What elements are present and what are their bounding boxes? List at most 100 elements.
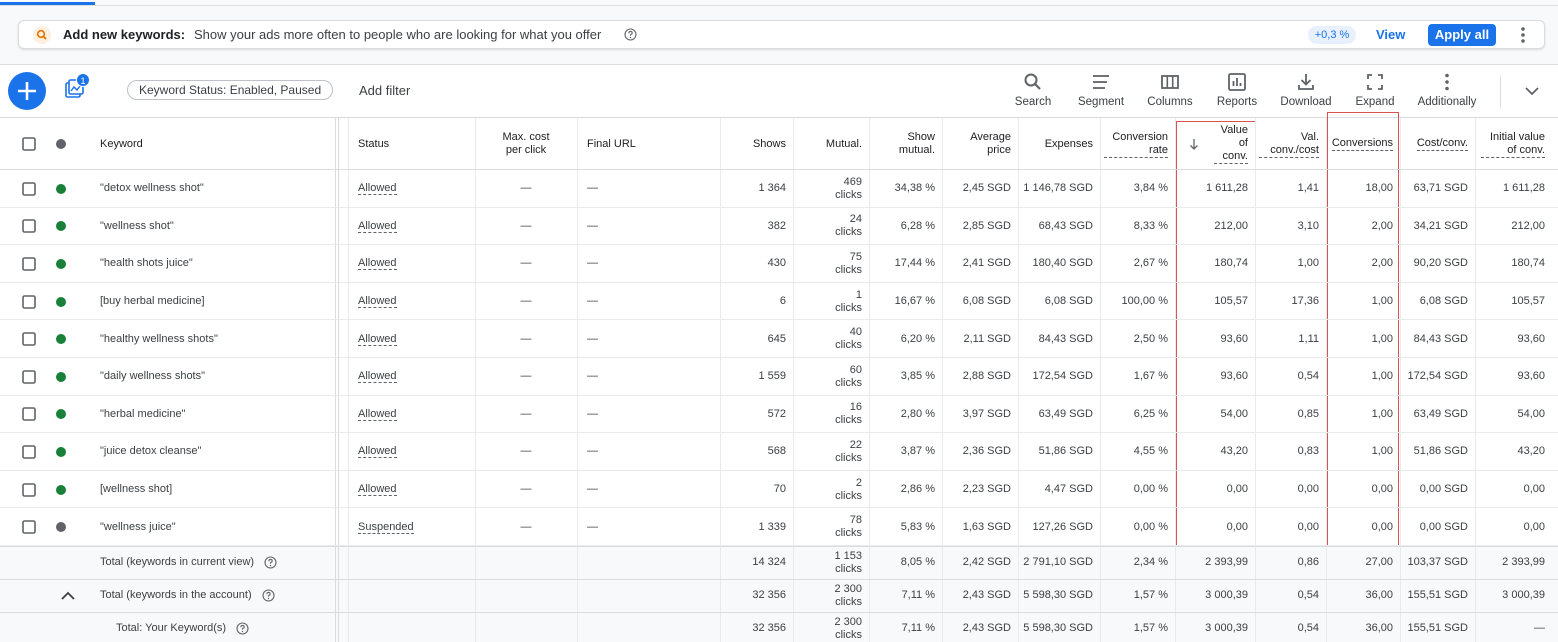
collapse-toggle[interactable] <box>1524 85 1540 97</box>
help-icon[interactable] <box>236 622 249 635</box>
total-metric: 1 153 clicks <box>834 549 862 575</box>
tool-label[interactable]: Reports <box>1216 96 1258 108</box>
tool-icon[interactable] <box>1091 72 1111 92</box>
metric-cell: 1,41 <box>1255 170 1326 208</box>
add-button[interactable] <box>7 71 47 111</box>
metric-cell: 568 <box>720 433 793 471</box>
metric-cell: 0,85 <box>1255 396 1326 434</box>
tool-label[interactable]: Columns <box>1147 96 1193 108</box>
keyword: "wellness juice" <box>100 520 176 533</box>
metric-cell: 127,26 SGD <box>1018 508 1100 546</box>
status: Allowed <box>358 407 397 421</box>
column-header: Val. conv./cost <box>1259 131 1319 158</box>
row-checkbox[interactable] <box>22 520 36 534</box>
help-icon[interactable] <box>262 589 275 602</box>
status: Allowed <box>358 219 397 233</box>
filter-chip[interactable]: Keyword Status: Enabled, Paused <box>127 80 334 100</box>
metric-cell: 16 clicks <box>793 396 869 434</box>
banner-text: Show your ads more often to people who a… <box>194 27 602 42</box>
total-metric-cell: — <box>1475 612 1552 642</box>
tool-icon[interactable] <box>1160 72 1180 92</box>
metric-cell: 3,87 % <box>869 433 942 471</box>
metric-cell: 572 <box>720 396 793 434</box>
metric: 2,00 <box>1371 257 1393 270</box>
status: Suspended <box>358 520 414 534</box>
row-divider <box>0 169 1558 170</box>
column-header: Max. cost per click <box>502 131 550 156</box>
row-checkbox[interactable] <box>22 332 36 346</box>
tool-label[interactable]: Expand <box>1355 96 1395 108</box>
apply-all-button[interactable]: Apply all <box>1428 24 1496 46</box>
column-header-cell: Keyword <box>90 118 335 170</box>
metric-cell: — <box>475 508 577 546</box>
metric: — <box>520 182 532 195</box>
total-metric-cell: 3 000,39 <box>1175 579 1255 612</box>
tool-label[interactable]: Segment <box>1077 96 1125 108</box>
column-header-cell: Final URL <box>577 118 720 170</box>
metric-cell: 3,85 % <box>869 358 942 396</box>
metric-cell: 51,86 SGD <box>1400 433 1475 471</box>
metric: 3,84 % <box>1133 182 1168 195</box>
row-checkbox[interactable] <box>22 181 36 196</box>
tool-label[interactable]: Search <box>1014 96 1052 108</box>
tool-icon[interactable] <box>1227 72 1247 92</box>
status: Allowed <box>358 445 397 459</box>
metric: 2,11 SGD <box>963 332 1012 345</box>
status-cell: Allowed <box>348 245 475 283</box>
row-checkbox[interactable] <box>22 219 36 234</box>
metric-cell: 0,00 <box>1326 508 1400 546</box>
row-checkbox[interactable] <box>22 445 36 459</box>
metric-cell: 2,80 % <box>869 396 942 434</box>
metric: 22 clicks <box>835 438 862 464</box>
tool-icon[interactable] <box>1023 72 1043 92</box>
total-metric-cell: 2 791,10 SGD <box>1018 546 1100 579</box>
total-metric: 5 598,30 SGD <box>1023 622 1093 634</box>
add-filter[interactable]: Add filter <box>359 83 411 98</box>
metric-cell: 51,86 SGD <box>1018 433 1100 471</box>
tool-label[interactable]: Download <box>1280 96 1332 108</box>
tool-label[interactable]: Additionally <box>1417 96 1477 108</box>
metric-cell: — <box>577 508 720 546</box>
tool-icon[interactable] <box>1296 72 1316 92</box>
metric: 0,85 <box>1297 407 1319 420</box>
banner-menu[interactable] <box>1519 26 1527 44</box>
status-cell: Allowed <box>348 396 475 434</box>
collapse-totals[interactable] <box>60 591 76 601</box>
select-all-checkbox[interactable] <box>22 137 36 151</box>
status-dot <box>56 447 66 457</box>
metric: 18,00 <box>1365 182 1393 195</box>
metric-cell: 18,00 <box>1326 170 1400 208</box>
sort-arrow[interactable] <box>1189 138 1199 150</box>
column-header-cell: Show mutual. <box>869 118 942 170</box>
keyword: "herbal medicine" <box>100 407 186 420</box>
row-checkbox[interactable] <box>22 407 36 422</box>
row-checkbox[interactable] <box>22 369 36 384</box>
column-header-cell: Mutual. <box>793 118 869 170</box>
tool-icon[interactable] <box>1437 72 1457 92</box>
metric: 212,00 <box>1214 219 1248 232</box>
column-header-cell: Conversion rate <box>1100 118 1175 170</box>
total-metric: 1,57 % <box>1133 589 1168 601</box>
metric-cell: 1 611,28 <box>1475 170 1552 208</box>
help-icon[interactable] <box>264 556 277 569</box>
metric: 43,20 <box>1517 445 1545 458</box>
metric: 24 clicks <box>835 213 862 239</box>
metric: 40 clicks <box>835 326 862 352</box>
view-link[interactable]: View <box>1376 27 1406 42</box>
row-checkbox[interactable] <box>22 294 36 309</box>
metric-cell: 105,57 <box>1175 283 1255 321</box>
metric: 6,08 SGD <box>1044 295 1093 308</box>
row-checkbox[interactable] <box>22 257 36 271</box>
tool-icon[interactable] <box>1365 72 1385 92</box>
column-divider <box>793 118 794 642</box>
column-header-cell: Average price <box>942 118 1018 170</box>
metric-cell: — <box>577 396 720 434</box>
metric-cell: 6,08 SGD <box>942 283 1018 321</box>
keyword-cell: "daily wellness shots" <box>90 358 335 396</box>
row-checkbox[interactable] <box>22 482 36 497</box>
metric-cell: 1 146,78 SGD <box>1018 170 1100 208</box>
metric: 0,00 <box>1371 483 1393 496</box>
metric: — <box>520 332 532 345</box>
metric: 2,85 SGD <box>962 219 1011 232</box>
column-header-cell: Status <box>348 118 475 170</box>
